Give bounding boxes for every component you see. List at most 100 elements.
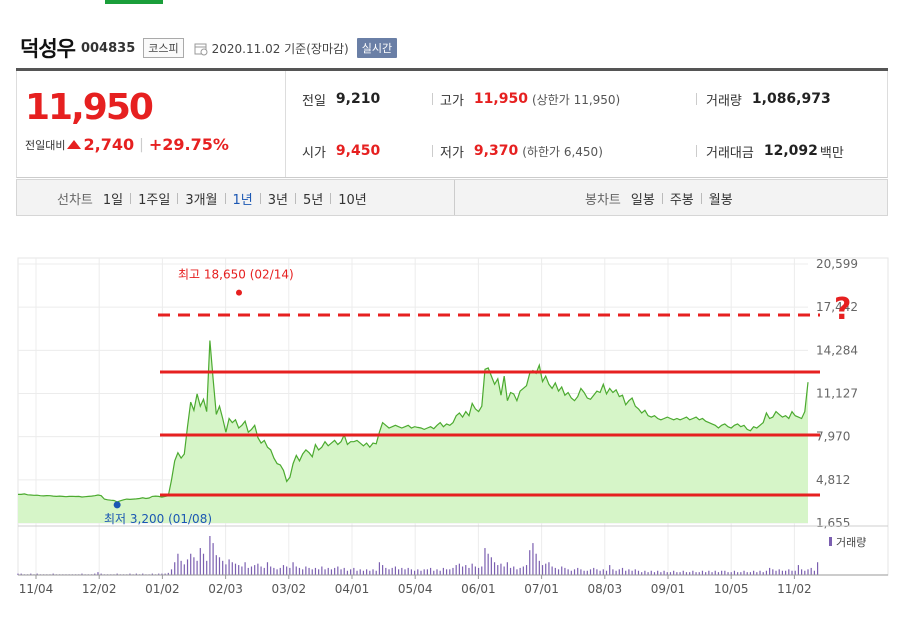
candle-period-0[interactable]: 일봉 <box>630 193 655 208</box>
line-period-0[interactable]: 1일 <box>102 193 124 208</box>
y-tick-label: 20,599 <box>816 257 858 271</box>
x-tick-label: 03/02 <box>272 582 307 596</box>
change-amount: 2,740 <box>83 135 135 154</box>
stat-volume-label: 거래량 <box>706 93 742 109</box>
price-area <box>18 340 808 523</box>
x-tick-label: 05/04 <box>398 582 433 596</box>
stat-amount-label: 거래대금 <box>706 145 754 161</box>
candle-chart-periods: 봉차트 일봉 주봉 월봉 <box>585 180 733 217</box>
current-price-box: 11,950 전일대비 2,740 | +29.75% <box>17 71 285 177</box>
stat-prev-value: 9,210 <box>335 91 381 107</box>
x-tick-label: 11/04 <box>19 582 54 596</box>
stat-high: 고가 11,950 (상한가 11,950) <box>440 89 620 109</box>
min-marker <box>113 501 121 509</box>
line-period-2[interactable]: 3개월 <box>185 193 218 208</box>
stat-volume: 거래량 1,086,973 <box>706 89 831 109</box>
line-chart-title: 선차트 <box>57 193 93 208</box>
period-separator <box>224 193 226 204</box>
x-tick-label: 10/05 <box>714 582 749 596</box>
price-change-row: 전일대비 2,740 | +29.75% <box>25 135 229 154</box>
stat-divider <box>696 145 697 157</box>
separator: | <box>139 136 144 153</box>
y-tick-label: 17,442 <box>816 300 858 314</box>
line-period-1[interactable]: 1주일 <box>138 193 171 208</box>
stat-amount-unit: 백만 <box>819 145 844 161</box>
period-separator <box>330 193 332 204</box>
stat-high-value: 11,950 <box>473 91 528 107</box>
volume-legend-swatch <box>829 537 832 546</box>
x-tick-label: 11/02 <box>777 582 812 596</box>
stat-prev: 전일 9,210 <box>302 89 380 109</box>
price-chart: 20,599 17,442 14,284 11,127 7,970 4,812 1,655 최… <box>0 230 902 625</box>
min-label: 최저 3,200 (01/08) <box>104 512 212 526</box>
stock-name: 덕성우 <box>20 37 76 61</box>
stat-amount-value: 12,092 <box>763 143 818 159</box>
stat-amount: 거래대금 12,092 백만 <box>706 141 844 161</box>
change-percent: +29.75% <box>148 135 229 154</box>
stat-open: 시가 9,450 <box>302 141 380 161</box>
period-bar: 선차트 1일 1주일 3개월 1년 3년 5년 10년 봉차트 일봉 주봉 월봉 <box>16 179 888 216</box>
x-tick-label: 06/01 <box>461 582 496 596</box>
stock-header: 덕성우 004835 코스피 2020.11.02 기준(장마감) 실시간 <box>20 33 398 63</box>
realtime-button[interactable]: 실시간 <box>356 38 398 58</box>
candle-chart-title: 봉차트 <box>585 193 621 208</box>
candle-period-1[interactable]: 주봉 <box>669 193 694 208</box>
line-period-6[interactable]: 10년 <box>338 193 367 208</box>
change-label: 전일대비 <box>25 138 66 152</box>
stock-code: 004835 <box>80 40 136 56</box>
stat-low-value: 9,370 <box>473 143 519 159</box>
y-tick-label: 7,970 <box>816 430 850 444</box>
x-tick-label: 04/01 <box>335 582 370 596</box>
period-separator <box>295 193 296 204</box>
top-tab-accent <box>105 0 163 4</box>
stat-open-label: 시가 <box>302 145 326 161</box>
y-tick-label: 4,812 <box>816 473 850 487</box>
stats-grid: 전일 9,210 고가 11,950 (상한가 11,950) 거래량 1,08… <box>285 71 889 177</box>
x-tick-label: 01/02 <box>145 582 180 596</box>
x-tick-label: 09/01 <box>651 582 686 596</box>
line-period-5[interactable]: 5년 <box>303 193 324 208</box>
x-tick-label: 02/03 <box>208 582 243 596</box>
period-divider <box>454 180 455 215</box>
y-tick-label: 1,655 <box>816 516 850 530</box>
annotation-question-mark: ? <box>834 292 851 327</box>
header-divider <box>16 68 888 71</box>
price-chart-svg: 20,599 17,442 14,284 11,127 7,970 4,812 1,655 최… <box>17 257 889 596</box>
period-separator <box>130 193 132 204</box>
line-chart-periods: 선차트 1일 1주일 3개월 1년 3년 5년 10년 <box>57 180 367 217</box>
period-separator <box>177 193 179 204</box>
period-separator <box>661 193 663 204</box>
x-tick-label: 07/01 <box>524 582 559 596</box>
period-separator <box>259 193 261 204</box>
base-date: 2020.11.02 기준(장마감) <box>211 41 349 56</box>
stat-volume-value: 1,086,973 <box>751 91 831 107</box>
line-period-4[interactable]: 3년 <box>267 193 288 208</box>
market-badge: 코스피 <box>143 38 184 58</box>
stat-open-value: 9,450 <box>335 143 381 159</box>
up-arrow-icon <box>67 140 82 149</box>
current-price: 11,950 <box>25 87 154 128</box>
plot-frame <box>17 257 889 576</box>
line-period-3[interactable]: 1년 <box>232 193 253 208</box>
stat-upper-limit: (상한가 11,950) <box>531 92 621 107</box>
stat-divider <box>696 93 697 105</box>
stat-prev-label: 전일 <box>302 93 326 109</box>
max-marker <box>236 289 242 296</box>
volume-legend: 거래량 <box>836 536 866 549</box>
x-tick-label: 08/03 <box>588 582 623 596</box>
calendar-icon <box>194 41 208 56</box>
stat-low: 저가 9,370 (하한가 6,450) <box>440 141 603 161</box>
stat-divider <box>432 145 433 157</box>
y-tick-label: 11,127 <box>816 387 858 401</box>
x-tick-label: 12/02 <box>82 582 117 596</box>
max-label: 최고 18,650 (02/14) <box>178 268 294 282</box>
candle-period-2[interactable]: 월봉 <box>708 193 733 208</box>
price-line <box>18 340 809 503</box>
stat-high-label: 고가 <box>440 93 464 109</box>
stat-divider <box>432 93 433 105</box>
price-summary: 11,950 전일대비 2,740 | +29.75% 전일 9,210 고가 … <box>16 71 888 178</box>
y-tick-label: 14,284 <box>816 343 858 357</box>
period-separator <box>700 193 702 204</box>
stat-low-label: 저가 <box>440 145 464 161</box>
stat-lower-limit: (하한가 6,450) <box>522 144 603 159</box>
